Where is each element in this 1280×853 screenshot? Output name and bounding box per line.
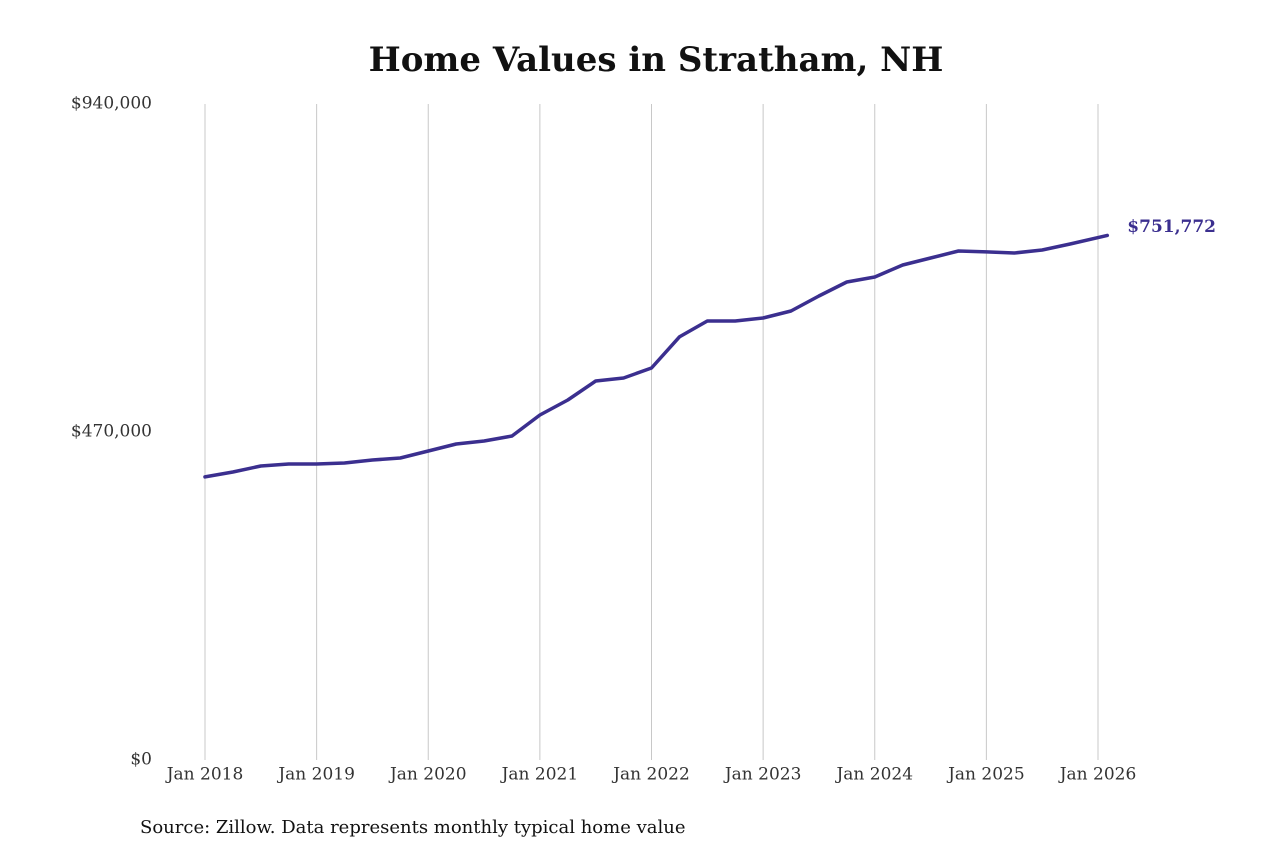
data-line (203, 233, 1110, 479)
source-note: Source: Zillow. Data represents monthly … (140, 817, 686, 838)
y-tick-label: $940,000 (71, 94, 152, 114)
x-tick-label: Jan 2026 (1058, 765, 1137, 785)
y-tick-label: $470,000 (71, 422, 152, 442)
x-tick-label: Jan 2025 (946, 765, 1025, 785)
x-tick-label: Jan 2023 (723, 765, 802, 785)
x-tick-label: Jan 2024 (834, 765, 913, 785)
x-tick-label: Jan 2022 (611, 765, 690, 785)
y-tick-label: $0 (130, 750, 152, 770)
x-tick-label: Jan 2019 (276, 765, 355, 785)
chart-title: Home Values in Stratham, NH (369, 40, 944, 80)
value-label: $751,772 (1127, 217, 1216, 237)
x-tick-label: Jan 2020 (388, 765, 467, 785)
x-tick-label: Jan 2021 (500, 765, 579, 785)
x-tick-label: Jan 2018 (165, 765, 244, 785)
